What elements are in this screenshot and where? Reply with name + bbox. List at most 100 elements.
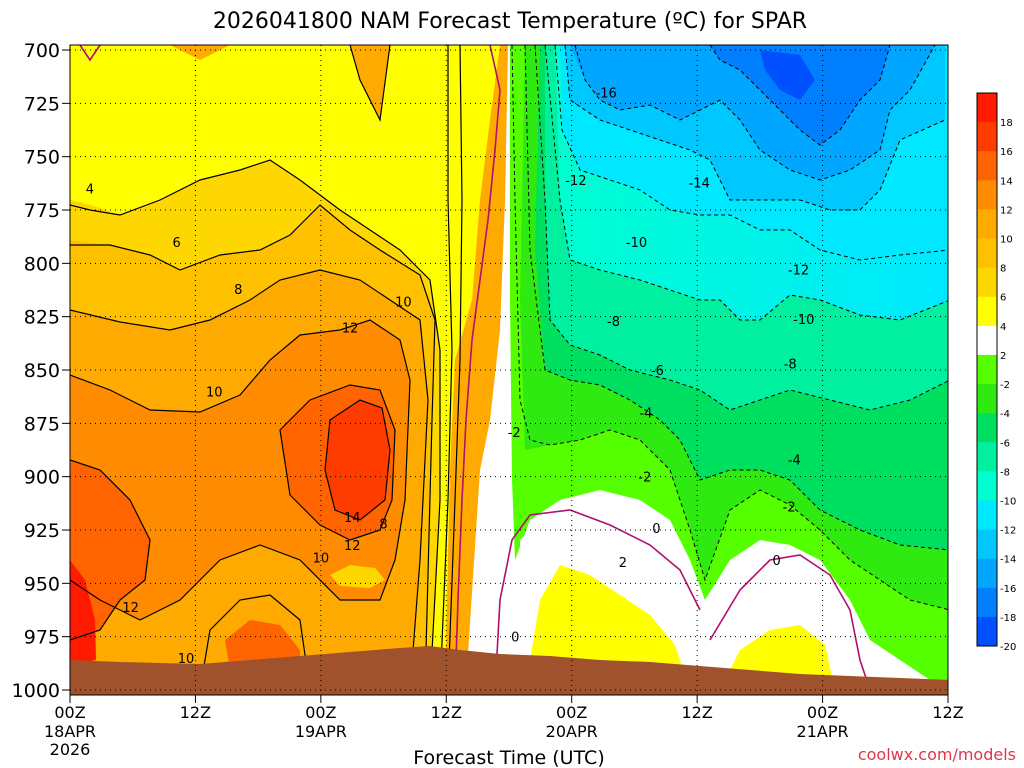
y-tick-label-975: 975 bbox=[24, 627, 60, 649]
colorbar-swatch-5 bbox=[977, 238, 997, 269]
field-region-pocket-yellow bbox=[330, 565, 385, 588]
credit-text: coolwx.com/models bbox=[858, 745, 1016, 764]
contour-minus16 bbox=[709, 45, 891, 146]
contour-label-4: 12 bbox=[342, 321, 359, 336]
y-tick-label-750: 750 bbox=[24, 147, 60, 169]
field-region-2to4 bbox=[70, 45, 500, 690]
x-year-label-0: 2026 bbox=[50, 740, 91, 759]
contour-minus10 bbox=[554, 45, 948, 261]
contour-label-12: -2 bbox=[508, 426, 521, 441]
colorbar-swatch-12 bbox=[977, 442, 997, 472]
field-region-14to16-upper bbox=[325, 400, 390, 520]
field-region-cold-pocket bbox=[760, 50, 815, 100]
x-tick-label-2: 00Z bbox=[305, 703, 336, 722]
contour-label-26: -2 bbox=[783, 501, 796, 516]
contour-8 bbox=[70, 269, 429, 691]
contour-zero-surface-2 bbox=[709, 554, 871, 691]
colorbar-swatch-3 bbox=[977, 180, 997, 210]
contour-label-18: -12 bbox=[788, 264, 809, 279]
x-axis-label: Forecast Time (UTC) bbox=[413, 747, 604, 768]
freezing-contour-lines bbox=[79, 45, 871, 691]
y-tick-label-1000: 1000 bbox=[12, 680, 60, 702]
contour-label-6: 12 bbox=[122, 601, 139, 616]
contour-label-0: 4 bbox=[86, 183, 94, 198]
contour-label-28: 0 bbox=[772, 554, 780, 569]
x-tick-label-0: 00Z bbox=[54, 703, 85, 722]
colorbar-swatch-1 bbox=[977, 122, 997, 152]
colorbar-label-12: -8 bbox=[1000, 467, 1010, 478]
field-region-low-left-hot bbox=[70, 560, 96, 665]
contour-label-25: -2 bbox=[638, 471, 651, 486]
x-tick-label-7: 12Z bbox=[932, 703, 963, 722]
y-tick-label-925: 925 bbox=[24, 520, 60, 542]
contour-label-24: -4 bbox=[788, 454, 801, 469]
colorbar-label-5: 8 bbox=[1000, 264, 1006, 275]
x-tick-label-3: 12Z bbox=[431, 703, 462, 722]
contour-label-17: -10 bbox=[626, 236, 647, 251]
contour-low-center bbox=[199, 594, 311, 691]
contour-label-20: -10 bbox=[793, 313, 814, 328]
contour-upper-right bbox=[349, 45, 391, 123]
contour-label-7: 10 bbox=[178, 652, 195, 667]
contour-label-29: 2 bbox=[619, 556, 627, 571]
y-tick-label-700: 700 bbox=[24, 40, 60, 62]
contour-label-9: 12 bbox=[344, 539, 361, 554]
contour-minus4 bbox=[524, 45, 948, 551]
contour-12 bbox=[279, 384, 396, 541]
contour-label-5: 10 bbox=[206, 385, 223, 400]
y-tick-label-725: 725 bbox=[24, 93, 60, 115]
contour-front-2 bbox=[447, 45, 463, 691]
contour-label-27: 0 bbox=[652, 522, 660, 537]
x-date-label-2: 19APR bbox=[295, 722, 347, 741]
colorbar-label-10: -4 bbox=[1000, 409, 1010, 420]
temperature-field bbox=[70, 45, 948, 695]
colorbar-label-18: -20 bbox=[1000, 642, 1016, 653]
colorbar-swatch-15 bbox=[977, 529, 997, 560]
field-region-near-zero bbox=[465, 45, 530, 695]
contour-zero-front bbox=[454, 45, 501, 691]
contour-label-13: 0 bbox=[511, 631, 519, 646]
contour-label-10: 8 bbox=[379, 518, 387, 533]
contour-label-19: -8 bbox=[607, 315, 620, 330]
y-tick-label-900: 900 bbox=[24, 467, 60, 489]
y-tick-label-825: 825 bbox=[24, 307, 60, 329]
colorbar-label-8: 2 bbox=[1000, 351, 1006, 362]
colorbar-label-16: -16 bbox=[1000, 584, 1016, 595]
colorbar-swatch-6 bbox=[977, 267, 997, 298]
colorbar-swatch-16 bbox=[977, 558, 997, 589]
contour-label-21: -8 bbox=[784, 358, 797, 373]
field-region-low-left-warm bbox=[70, 460, 150, 640]
colorbar-label-14: -12 bbox=[1000, 526, 1016, 537]
colorbar-swatch-10 bbox=[977, 384, 997, 414]
warm-contour-lines bbox=[70, 45, 463, 691]
contour-10 bbox=[70, 319, 411, 621]
y-tick-label-800: 800 bbox=[24, 253, 60, 275]
colorbar-label-3: 12 bbox=[1000, 205, 1013, 216]
contour-zero-top bbox=[79, 45, 101, 62]
colorbar-swatch-9 bbox=[977, 354, 997, 385]
y-tick-label-775: 775 bbox=[24, 200, 60, 222]
contour-front-1 bbox=[439, 45, 453, 691]
contour-label-16: -12 bbox=[565, 174, 586, 189]
colorbar-swatch-7 bbox=[977, 296, 997, 327]
contour-labels: 4 6 8 10 12 10 12 10 14 12 8 10 -2 0 -16 -14 -12 -10 -12 -8… bbox=[86, 87, 815, 667]
y-tick-label-850: 850 bbox=[24, 360, 60, 382]
colorbar-swatch-2 bbox=[977, 151, 997, 181]
colorbar-label-6: 6 bbox=[1000, 293, 1006, 304]
colorbar-swatch-4 bbox=[977, 209, 997, 240]
x-date-label-6: 21APR bbox=[797, 722, 849, 741]
contour-6 bbox=[70, 204, 436, 691]
y-axis: 700 725 750 775 800 825 850 875 900 925 950 975 1000 bbox=[12, 40, 70, 702]
colorbar-label-0: 18 bbox=[1000, 118, 1013, 129]
colorbar-label-15: -14 bbox=[1000, 555, 1016, 566]
colorbar-label-11: -6 bbox=[1000, 438, 1010, 449]
contour-label-14: -16 bbox=[596, 87, 617, 102]
x-date-label-0: 18APR bbox=[44, 722, 96, 741]
contour-label-23: -4 bbox=[639, 407, 652, 422]
x-date-label-4: 20APR bbox=[546, 722, 598, 741]
contour-label-11: 10 bbox=[313, 552, 330, 567]
terrain bbox=[70, 646, 948, 695]
contour-label-3: 10 bbox=[395, 296, 412, 311]
